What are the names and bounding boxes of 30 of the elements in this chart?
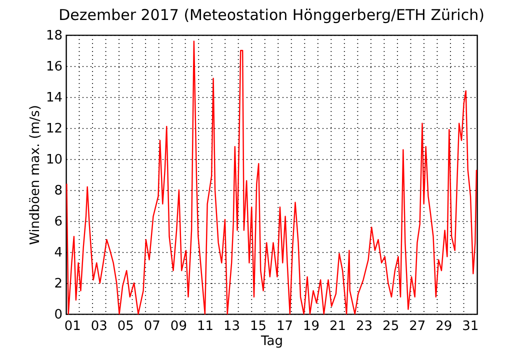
x-tick-label: 07 <box>144 319 160 334</box>
y-axis-title: Windböen max. (m/s) <box>28 105 43 245</box>
y-tick-label: 12 <box>46 122 62 136</box>
x-tick-label: 11 <box>196 319 214 334</box>
x-tick-label: 29 <box>436 319 452 334</box>
x-tick-label: 17 <box>276 319 294 334</box>
x-tick-label: 27 <box>409 319 426 334</box>
y-tick-label: 0 <box>54 308 62 322</box>
x-tick-label: 21 <box>330 319 346 334</box>
x-axis-title: Tag <box>260 334 284 349</box>
y-tick-label: 8 <box>54 184 62 198</box>
y-tick-label: 16 <box>46 60 62 74</box>
y-tick-label: 18 <box>46 28 62 44</box>
x-tick-label: 15 <box>250 319 267 334</box>
x-tick-label: 01 <box>64 319 81 334</box>
y-tick-label: 10 <box>46 152 62 168</box>
x-tick-label: 13 <box>223 319 240 334</box>
x-tick-label: 05 <box>117 319 134 334</box>
chart-title: Dezember 2017 (Meteostation Hönggerberg/ETH Zürich) <box>58 6 484 24</box>
y-tick-label: 6 <box>54 214 62 230</box>
line-series <box>66 40 478 315</box>
y-tick-label: 2 <box>54 276 62 292</box>
y-tick-label: 14 <box>46 90 62 106</box>
x-tick-label: 09 <box>170 319 187 334</box>
x-tick-label: 19 <box>303 319 320 334</box>
x-tick-label: 25 <box>382 319 400 334</box>
x-tick-label: 31 <box>462 319 479 334</box>
x-tick-label: 03 <box>90 319 108 334</box>
x-tick-label: 23 <box>356 319 373 334</box>
y-tick-label: 4 <box>54 246 62 260</box>
